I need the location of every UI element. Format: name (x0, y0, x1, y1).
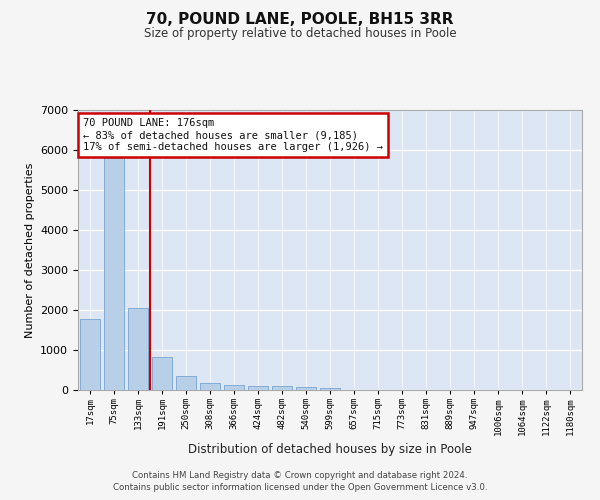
Text: Contains public sector information licensed under the Open Government Licence v3: Contains public sector information licen… (113, 484, 487, 492)
Bar (248, 386, 268, 390)
Text: Distribution of detached houses by size in Poole: Distribution of detached houses by size … (188, 442, 472, 456)
Bar (320, 388, 340, 390)
Text: Size of property relative to detached houses in Poole: Size of property relative to detached ho… (143, 28, 457, 40)
Text: 70, POUND LANE, POOLE, BH15 3RR: 70, POUND LANE, POOLE, BH15 3RR (146, 12, 454, 28)
Bar (272, 386, 292, 390)
Y-axis label: Number of detached properties: Number of detached properties (25, 162, 35, 338)
Bar (224, 385, 244, 390)
Bar (104, 158, 124, 390)
Text: 70 POUND LANE: 176sqm
← 83% of detached houses are smaller (9,185)
17% of semi-d: 70 POUND LANE: 176sqm ← 83% of detached … (83, 118, 383, 152)
Bar (200, 382, 220, 390)
Bar (128, 308, 148, 390)
Bar (80, 319, 100, 390)
Text: Contains HM Land Registry data © Crown copyright and database right 2024.: Contains HM Land Registry data © Crown c… (132, 471, 468, 480)
Bar (152, 357, 172, 390)
Bar (176, 376, 196, 390)
Bar (296, 387, 316, 390)
